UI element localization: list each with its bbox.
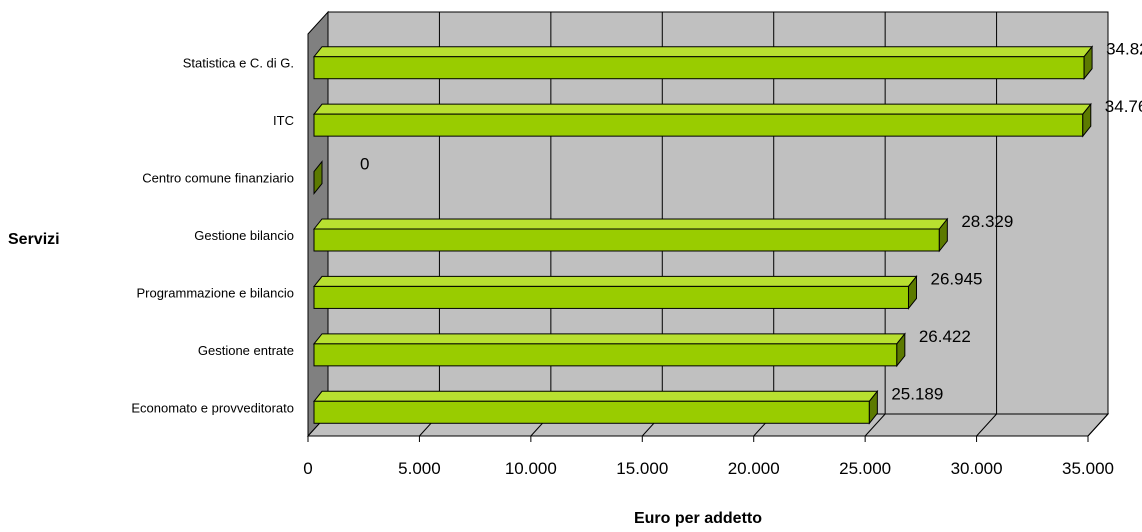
bar-side [868,389,878,425]
floor-gridline [864,413,886,437]
bar [312,275,918,310]
floor-gridline [976,413,997,437]
x-tick-label: 25.000 [839,459,891,478]
bar [312,389,879,425]
x-tick-labels: 0 5.000 10.000 15.000 20.000 25.000 30.000 35.0… [303,459,1114,478]
x-tick-label: 30.000 [951,459,1003,478]
category-label: Centro comune finanziario [142,171,294,186]
bar [312,102,1092,138]
bar-side [313,160,323,195]
bar-side [1082,102,1092,138]
value-labels: 34.824 34.766 0 28.329 26.945 26.422 25.189 [360,40,1142,404]
category-label: Gestione entrate [198,343,294,358]
bar-front [313,56,1085,80]
x-tick-label: 15.000 [616,459,668,478]
bar-front [313,113,1084,137]
bar-top [312,103,1092,115]
bar-front [313,285,909,309]
category-labels: Statistica e C. di G. ITC Centro comune fi… [131,56,294,416]
value-label: 0 [360,155,369,174]
bar-side [938,217,948,253]
value-label: 26.945 [930,269,982,288]
bar-top [312,390,879,402]
bar-top [312,333,906,345]
axis-ticks [307,435,1089,442]
bar-front [313,228,940,252]
bar-side [1083,45,1093,81]
y-axis-title: Servizi [8,231,60,248]
bar-side [896,332,906,368]
category-label: Gestione bilancio [194,228,294,243]
category-label: Programmazione e bilancio [136,285,294,300]
category-label: Economato e provveditorato [131,400,294,415]
bar [312,332,906,368]
bar [312,217,949,253]
value-label: 28.329 [961,212,1013,231]
value-label: 34.766 [1105,97,1142,116]
bar-front [313,343,898,367]
value-label: 26.422 [919,327,971,346]
x-tick-label: 5.000 [398,459,441,478]
bars [312,45,1094,425]
category-label: ITC [273,113,294,128]
bar [313,160,323,195]
value-label: 34.824 [1106,40,1142,59]
bar-side [907,275,917,310]
category-label: Statistica e C. di G. [183,56,294,71]
bar [312,45,1094,81]
x-axis-title: Euro per addetto [634,510,762,527]
bar-top [312,218,949,230]
x-tick-label: 0 [303,459,312,478]
x-tick-label: 20.000 [728,459,780,478]
x-tick-label: 10.000 [505,459,557,478]
x-tick-label: 35.000 [1062,459,1114,478]
value-label: 25.189 [891,384,943,403]
bar-front [313,400,870,424]
bar-top [312,46,1094,58]
bar-top [312,275,918,287]
floor-gridline [1087,413,1109,437]
